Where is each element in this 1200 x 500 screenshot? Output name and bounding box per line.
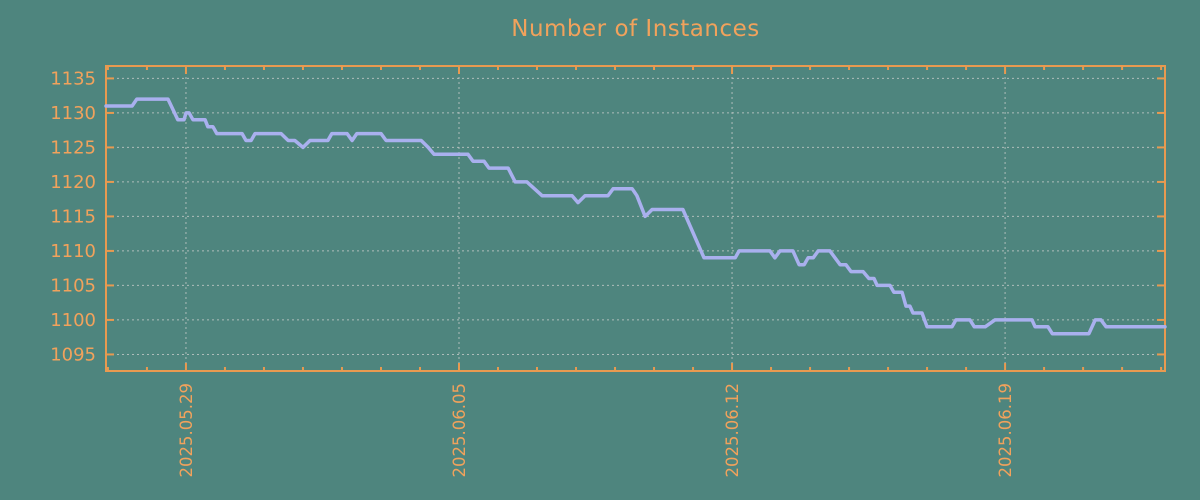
y-tick-label: 1130 xyxy=(50,103,96,124)
plot-border xyxy=(105,65,1166,372)
x-tick-label: 2025.05.29 xyxy=(177,383,196,477)
y-tick-label: 1125 xyxy=(50,137,96,158)
y-tick-label: 1115 xyxy=(50,206,96,227)
y-tick-label: 1105 xyxy=(50,275,96,296)
y-tick-label: 1110 xyxy=(50,241,96,262)
data-line-instances xyxy=(104,97,1167,336)
chart-title: Number of Instances xyxy=(511,16,760,42)
x-tick-label: 2025.06.12 xyxy=(723,383,742,477)
y-tick-label: 1135 xyxy=(50,68,96,89)
y-tick-label: 1095 xyxy=(50,344,96,365)
y-tick-label: 1120 xyxy=(50,172,96,193)
x-tick-label: 2025.06.05 xyxy=(450,383,469,477)
x-tick-label: 2025.06.19 xyxy=(996,383,1015,477)
y-tick-label: 1100 xyxy=(50,310,96,331)
